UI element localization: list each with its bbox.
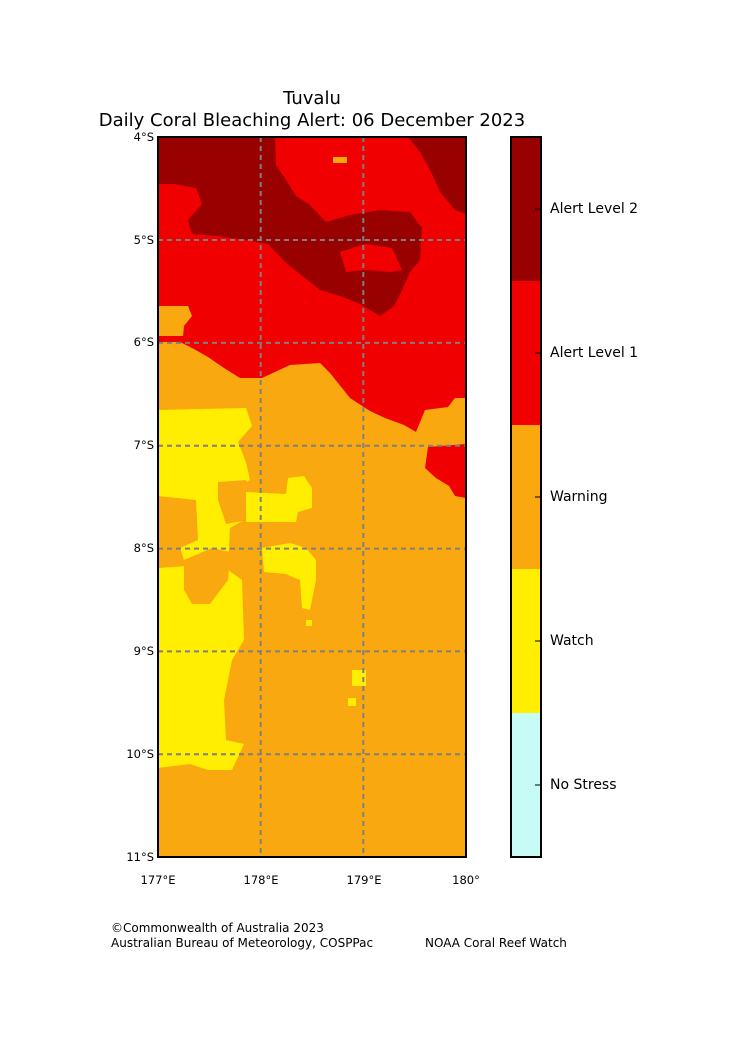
legend-label-alert-level-2: Alert Level 2 — [550, 201, 639, 217]
lon-label-177e: 177°E — [140, 873, 176, 887]
watch-region-central — [246, 476, 312, 522]
warning-region-west-inlet-3 — [184, 548, 230, 604]
map-frame — [157, 136, 467, 858]
warning-region-west-inlet — [158, 496, 198, 568]
lat-label-8s: 8°S — [133, 541, 154, 555]
map-data-layer — [158, 137, 466, 857]
map-gridlines — [158, 137, 466, 857]
lat-label-7s: 7°S — [133, 438, 154, 452]
lat-label-5s: 5°S — [133, 233, 154, 247]
alert-level-2-region-northwest — [158, 137, 422, 316]
colorbar-frame — [510, 136, 542, 858]
lon-label-179e: 179°E — [346, 873, 382, 887]
watch-region-south-central — [262, 543, 316, 610]
watch-speck-2 — [348, 698, 356, 706]
copyright-text: ©Commonwealth of Australia 2023 — [111, 921, 324, 935]
lon-label-180: 180° — [452, 873, 480, 887]
watch-speck-3 — [306, 620, 312, 626]
legend-label-watch: Watch — [550, 633, 594, 649]
lat-label-11s: 11°S — [126, 850, 154, 864]
lat-label-10s: 10°S — [126, 747, 154, 761]
map-subtitle: Daily Coral Bleaching Alert: 06 December… — [98, 110, 526, 131]
alert-level-1-inner-patch — [340, 244, 402, 272]
credit-noaa: NOAA Coral Reef Watch — [425, 936, 567, 950]
lat-label-9s: 9°S — [133, 644, 154, 658]
lon-label-178e: 178°E — [243, 873, 279, 887]
map-title: Tuvalu — [283, 88, 341, 109]
legend-label-alert-level-1: Alert Level 1 — [550, 345, 639, 361]
lat-label-4s: 4°S — [133, 130, 154, 144]
warning-region-west-inlet-2 — [218, 480, 248, 524]
colorbar — [510, 136, 542, 858]
alert-level-2-region-northeast — [408, 137, 466, 214]
warning-region-west-patch — [158, 306, 192, 336]
lat-label-6s: 6°S — [133, 335, 154, 349]
legend-label-no-stress: No Stress — [550, 777, 617, 793]
legend-label-warning: Warning — [550, 489, 608, 505]
credit-bom: Australian Bureau of Meteorology, COSPPa… — [111, 936, 374, 950]
warning-speck-north — [333, 157, 347, 163]
alert-level-1-region-east — [425, 444, 466, 498]
